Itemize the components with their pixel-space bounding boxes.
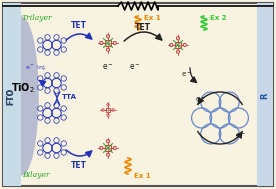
Bar: [105, 40, 111, 46]
Bar: [257, 3, 273, 186]
Text: e$^-$: e$^-$: [235, 132, 245, 140]
Text: e$^-$: e$^-$: [129, 62, 141, 72]
Text: R: R: [261, 93, 269, 99]
Text: Ex 1: Ex 1: [144, 15, 161, 21]
Bar: [175, 42, 181, 48]
Text: e$^-$ inj.: e$^-$ inj.: [25, 63, 47, 72]
Text: e$^-$: e$^-$: [181, 70, 192, 79]
Bar: [3, 3, 21, 186]
Text: FTO: FTO: [7, 88, 15, 105]
Text: e$^-$: e$^-$: [102, 62, 114, 72]
Text: e$^-$: e$^-$: [195, 96, 205, 105]
Text: Ex 1: Ex 1: [134, 173, 151, 179]
Text: TiO$_2$: TiO$_2$: [11, 81, 35, 95]
Text: FTO: FTO: [7, 88, 15, 105]
Bar: [105, 145, 111, 151]
Text: TTA: TTA: [62, 94, 77, 100]
Bar: [106, 108, 110, 112]
Bar: [3, 3, 19, 186]
Text: Trilayer: Trilayer: [22, 14, 53, 22]
Text: TET: TET: [71, 21, 87, 30]
Text: TET: TET: [135, 23, 151, 32]
Ellipse shape: [4, 17, 38, 175]
Text: Bilayer: Bilayer: [22, 171, 49, 179]
Text: Ex 2: Ex 2: [210, 15, 227, 21]
Text: TET: TET: [71, 161, 87, 170]
